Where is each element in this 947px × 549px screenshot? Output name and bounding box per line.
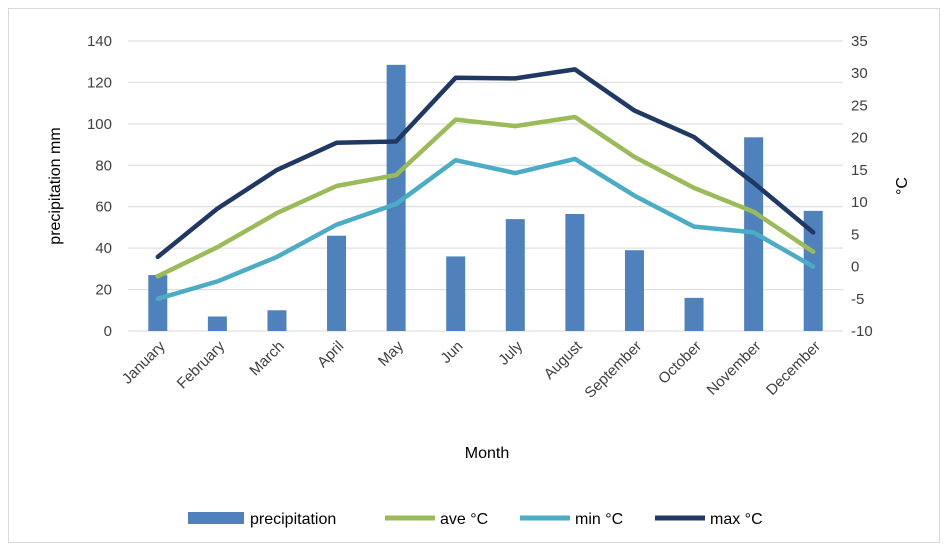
y2-axis-title: °C	[894, 177, 911, 195]
y2-tick-label: 5	[851, 226, 859, 243]
precipitation-bar	[386, 64, 406, 332]
y2-tick-label: -5	[851, 291, 864, 308]
legend-label: ave °C	[440, 511, 488, 528]
y-tick-label: 120	[87, 74, 112, 91]
x-tick-label: December	[763, 338, 824, 399]
line-max	[155, 67, 816, 260]
y-axis-title: precipitation mm	[47, 127, 64, 244]
x-tick-label: May	[375, 337, 407, 369]
x-tick-label: September	[581, 338, 645, 402]
precipitation-bar	[207, 316, 227, 331]
y-tick-label: 60	[95, 199, 112, 216]
y-tick-label: 40	[95, 240, 112, 257]
y-tick-label: 140	[87, 33, 112, 50]
y-tick-label: 80	[95, 157, 112, 174]
y2-tick-label: 0	[851, 259, 859, 276]
y2-tick-label: 15	[851, 162, 868, 179]
x-axis-title: Month	[465, 445, 509, 462]
y2-tick-label: 35	[851, 33, 868, 50]
legend-label: precipitation	[250, 511, 336, 528]
x-tick-label: Jun	[437, 338, 466, 367]
legend-swatch-precipitation	[188, 512, 244, 524]
line-min	[155, 156, 816, 302]
precipitation-bar	[684, 297, 704, 331]
x-tick-label: October	[655, 338, 705, 388]
y2-tick-label: 20	[851, 130, 868, 147]
precipitation-bar	[267, 310, 287, 331]
x-tick-label: November	[703, 338, 764, 399]
precipitation-bar	[327, 235, 347, 331]
precipitation-bar	[565, 213, 585, 331]
line-ave	[155, 114, 816, 279]
x-tick-label: February	[174, 337, 229, 392]
precipitation-bar	[624, 250, 644, 331]
y2-tick-label: 25	[851, 97, 868, 114]
x-tick-label: July	[495, 337, 526, 368]
y2-tick-label: 30	[851, 65, 868, 82]
x-tick-label: April	[314, 338, 347, 371]
legend-label: min °C	[575, 511, 623, 528]
x-tick-label: January	[119, 337, 169, 387]
y-tick-label: 0	[104, 323, 112, 340]
x-tick-label: March	[246, 338, 287, 379]
y-tick-label: 20	[95, 282, 112, 299]
y-tick-label: 100	[87, 116, 112, 133]
precipitation-bar	[446, 256, 466, 331]
y2-tick-label: -10	[851, 323, 873, 340]
precipitation-bar	[803, 210, 823, 331]
precipitation-bar	[148, 275, 168, 331]
x-tick-label: August	[541, 337, 587, 383]
legend-label: max °C	[710, 511, 763, 528]
y2-tick-label: 10	[851, 194, 868, 211]
precipitation-bar	[505, 219, 525, 331]
